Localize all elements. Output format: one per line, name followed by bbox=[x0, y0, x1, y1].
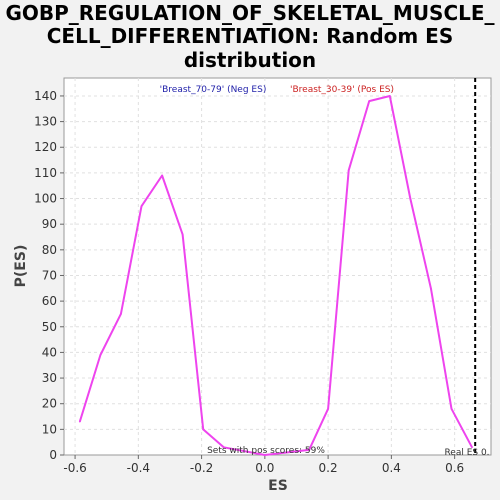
pos-scores-annotation: Sets with pos scores: 59% bbox=[207, 446, 325, 456]
y-tick-label: 110 bbox=[34, 166, 57, 180]
series-point bbox=[202, 428, 204, 431]
y-tick-label: 10 bbox=[42, 422, 57, 436]
series-point bbox=[222, 446, 225, 449]
chart-title-line-3: distribution bbox=[184, 48, 316, 72]
axis-layer: 0 10 20 30 40 50 60 70 80 90 100 110 120 130 140 -0.6 -0… bbox=[34, 89, 464, 475]
series-point bbox=[99, 354, 102, 356]
y-tick-label: 140 bbox=[34, 89, 57, 103]
series-point bbox=[308, 449, 310, 451]
chart-title-line-1: GOBP_REGULATION_OF_SKELETAL_MUSCLE_ bbox=[5, 1, 494, 25]
series-point bbox=[368, 100, 371, 102]
series-point bbox=[327, 408, 329, 410]
series-point bbox=[388, 95, 391, 97]
y-tick-label: 20 bbox=[42, 397, 57, 411]
y-tick-label: 0 bbox=[49, 448, 57, 462]
series-point bbox=[430, 287, 432, 290]
y-tick-label: 30 bbox=[42, 371, 57, 385]
series-point bbox=[264, 454, 266, 456]
series-point bbox=[161, 174, 163, 177]
series-point bbox=[471, 446, 473, 449]
x-tick-label: -0.2 bbox=[190, 461, 213, 475]
series-layer bbox=[78, 95, 473, 456]
x-tick-label: 0.4 bbox=[382, 461, 401, 475]
x-tick-label: 0.0 bbox=[255, 461, 274, 475]
series-point bbox=[120, 313, 122, 315]
real-es-label: Real ES 0. bbox=[444, 448, 489, 458]
x-tick-label: 0.2 bbox=[319, 461, 338, 475]
y-tick-label: 90 bbox=[42, 217, 57, 231]
series-point bbox=[140, 205, 143, 208]
y-tick-label: 70 bbox=[42, 268, 57, 282]
grid-layer bbox=[64, 78, 491, 455]
y-tick-label: 120 bbox=[34, 140, 57, 154]
y-tick-label: 40 bbox=[42, 345, 57, 359]
y-tick-label: 50 bbox=[42, 320, 57, 334]
series-point bbox=[450, 408, 453, 410]
y-axis-title: P(ES) bbox=[13, 245, 29, 288]
x-tick-label: -0.4 bbox=[127, 461, 150, 475]
series-point bbox=[409, 197, 412, 200]
y-tick-label: 80 bbox=[42, 243, 57, 257]
series-line bbox=[78, 95, 473, 456]
plot-area bbox=[63, 77, 492, 456]
legend-pos-label: 'Breast_30-39' (Pos ES) bbox=[290, 85, 394, 95]
series-point bbox=[347, 169, 350, 172]
y-tick-label: 100 bbox=[34, 192, 57, 206]
legend-neg-label: 'Breast_70-79' (Neg ES) bbox=[160, 85, 267, 95]
x-tick-label: -0.6 bbox=[63, 461, 86, 475]
chart-title-line-2: CELL_DIFFERENTIATION: Random ES bbox=[47, 24, 454, 48]
y-tick-label: 60 bbox=[42, 294, 57, 308]
x-tick-label: 0.6 bbox=[445, 461, 464, 475]
series-point bbox=[79, 420, 81, 423]
series-point bbox=[181, 233, 184, 236]
x-axis-title: ES bbox=[268, 478, 288, 494]
y-tick-label: 130 bbox=[34, 115, 57, 129]
